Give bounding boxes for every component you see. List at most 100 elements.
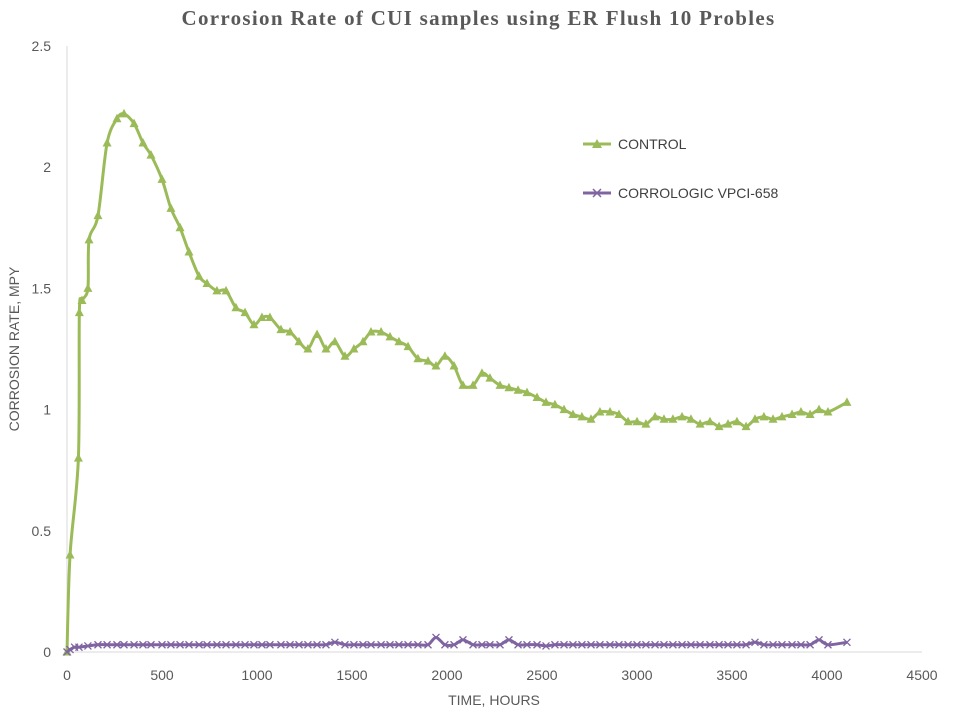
y-tick-label: 2.5 [32,38,52,54]
data-point-corrologic [139,640,147,649]
data-point-control [559,404,569,414]
data-point-control [677,411,687,421]
data-point-control [605,407,615,416]
x-tick-label: 3000 [621,667,652,683]
data-point-control [787,409,797,418]
data-point-corrologic [459,635,467,644]
data-point-control [668,414,678,423]
data-point-corrologic [577,640,586,649]
x-tick-label: 1000 [241,667,272,683]
series-group [62,108,852,656]
y-tick-labels: 0 0.5 1 1.5 2 2.5 [32,38,52,660]
data-point-corrologic [377,640,386,649]
data-point-corrologic [560,640,568,649]
data-point-control [504,382,514,392]
data-point-control [577,411,587,421]
legend-label-control: CONTROL [618,136,687,152]
legend-marker-triangle [592,139,602,148]
data-point-corrologic [367,640,375,649]
data-point-corrologic [815,635,823,644]
data-point-corrologic [66,645,74,654]
data-point-control [321,344,331,353]
data-point-corrologic [313,640,321,649]
x-axis-label: TIME, HOURS [448,692,540,708]
data-point-corrologic [651,640,660,649]
data-point-corrologic [413,640,422,649]
data-point-corrologic [432,633,440,642]
y-tick-label: 0 [43,644,51,660]
data-point-corrologic [241,640,249,649]
data-point-corrologic [724,640,732,649]
legend-label-corrologic: CORROLOGIC VPCI-658 [618,185,778,201]
data-point-control [376,327,386,336]
data-point-control [83,283,93,292]
data-point-control [750,414,760,423]
data-point-corrologic [550,640,559,649]
data-point-control [340,351,350,360]
data-point-corrologic [349,640,358,649]
data-point-control [723,419,733,428]
data-point-control [166,203,176,212]
data-point-corrologic [113,640,121,649]
data-point-control [257,312,267,321]
data-point-corrologic [120,640,128,649]
data-point-control [686,414,696,423]
data-point-corrologic [386,640,394,649]
data-point-control [394,336,404,346]
data-point-control [796,407,806,416]
data-point-control [842,397,852,406]
data-point-control [741,421,751,431]
data-point-corrologic [504,635,513,644]
data-point-control [522,387,532,397]
x-tick-label: 3500 [716,667,747,683]
data-point-control [146,150,156,159]
data-point-corrologic [633,640,641,649]
data-point-corrologic [222,640,230,649]
y-axis-label: CORROSION RATE, MPY [6,266,22,431]
data-point-control [659,414,669,423]
data-point-control [468,380,478,389]
data-point-control [265,312,275,321]
data-point-control [212,285,222,295]
data-point-corrologic [806,640,815,649]
data-point-corrologic [176,640,185,649]
data-point-control [93,210,103,220]
data-point-control [632,416,642,426]
data-point-control [276,324,286,334]
data-point-corrologic [276,640,285,649]
data-point-control [403,341,413,351]
data-point-corrologic [742,640,751,649]
data-point-corrologic [485,640,494,649]
data-point-corrologic [797,640,805,649]
data-point-corrologic [514,640,523,649]
data-point-control [768,414,778,423]
data-point-control [129,118,139,128]
data-point-corrologic [295,640,303,649]
y-tick-label: 0.5 [32,523,52,539]
data-point-control [221,285,231,295]
x-tick-label: 4000 [811,667,842,683]
legend-marker-x [592,188,602,198]
data-point-control [330,336,340,346]
data-point-corrologic [359,640,367,649]
data-point-corrologic [569,640,577,649]
data-point-corrologic [614,640,623,649]
data-point-control [532,392,542,401]
data-point-corrologic [440,640,449,649]
data-point-corrologic [450,640,458,649]
data-point-control [477,368,487,377]
data-point-corrologic [424,640,432,649]
data-point-control [714,421,724,431]
data-point-corrologic [94,640,102,649]
data-point-control [84,234,94,244]
data-point-corrologic [478,640,486,649]
data-point-control [695,419,705,428]
data-point-control [202,278,212,288]
data-point-control [449,360,459,370]
data-point-control [285,327,295,336]
data-point-corrologic [496,640,504,649]
data-point-corrologic [624,640,633,649]
data-point-control [823,407,833,416]
x-tick-labels: 0 500 1000 1500 2000 2500 3000 3500 4000 4500 [63,667,938,683]
data-point-corrologic [322,640,330,649]
